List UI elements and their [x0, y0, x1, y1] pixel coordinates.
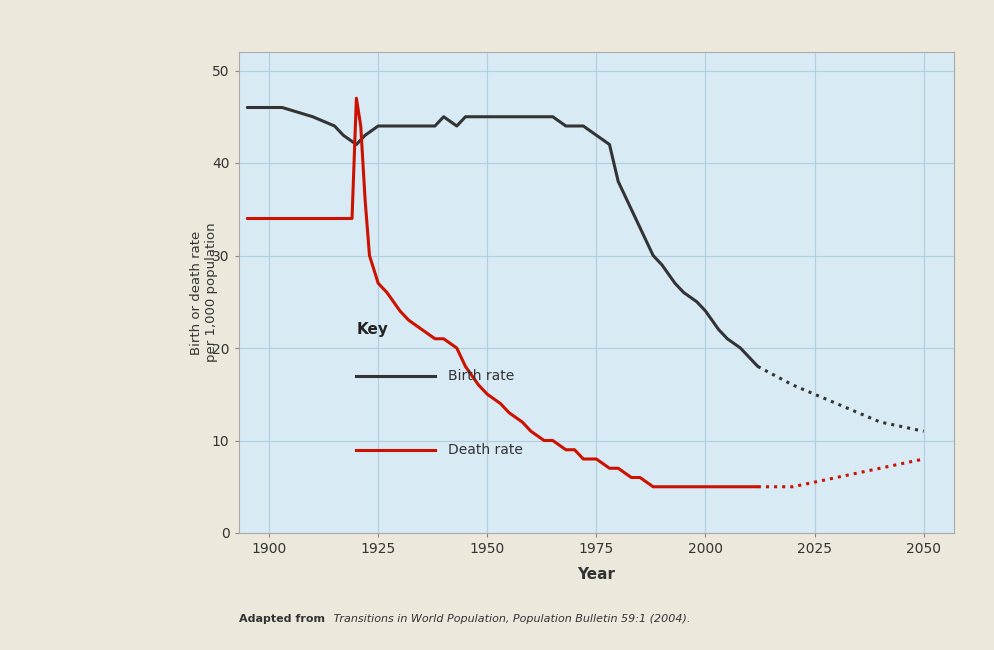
Text: Birth rate: Birth rate: [448, 369, 514, 383]
Text: Adapted from: Adapted from: [239, 614, 325, 624]
Text: Transitions in World Population, Population Bulletin 59:1 (2004).: Transitions in World Population, Populat…: [330, 614, 691, 624]
Y-axis label: Birth or death rate
per 1,000 population: Birth or death rate per 1,000 population: [190, 223, 218, 362]
X-axis label: Year: Year: [578, 567, 615, 582]
Text: Death rate: Death rate: [448, 443, 523, 457]
Text: Key: Key: [357, 322, 389, 337]
